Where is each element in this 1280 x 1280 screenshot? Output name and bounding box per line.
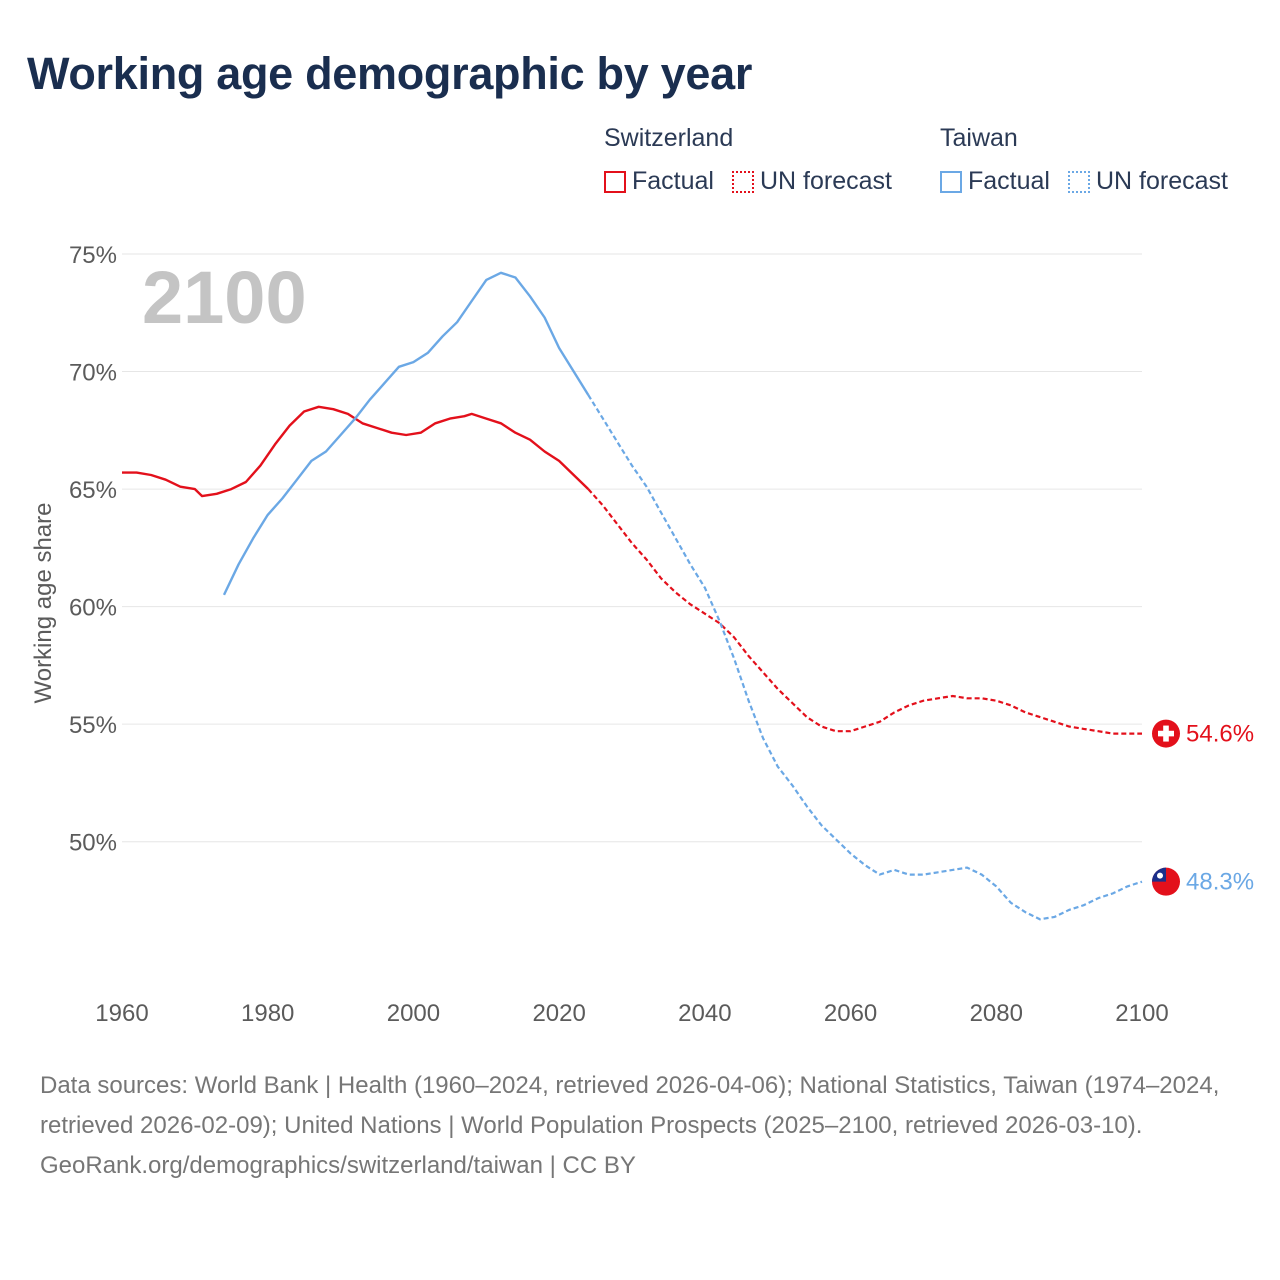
solid-swatch-icon [940,170,962,193]
legend-switzerland-factual[interactable]: Factual [604,167,714,196]
legend-switzerland-factual-label: Factual [632,167,714,195]
year-label: 2100 [142,256,307,339]
x-tick-label: 2100 [1115,1000,1168,1027]
legend-taiwan-factual[interactable]: Factual [940,167,1050,196]
credit-link[interactable]: GeoRank.org/demographics/switzerland/tai… [40,1152,636,1179]
x-tick-label: 2060 [824,1000,877,1027]
dotted-swatch-icon [731,170,754,193]
dotted-swatch-icon [1067,170,1090,193]
y-tick-label: 55% [69,712,117,739]
y-tick-label: 65% [69,477,117,504]
legend-switzerland-forecast-label: UN forecast [759,167,892,195]
x-tick-label: 1980 [241,1000,294,1027]
x-tick-label: 2020 [532,1000,585,1027]
x-tick-label: 1960 [95,1000,148,1027]
x-tick-label: 2040 [678,1000,731,1027]
data-sources: Data sources: World Bank | Health (1960–… [40,1072,1220,1139]
switzerland-end-label: 54.6% [1186,721,1254,748]
x-tick-label: 2080 [970,1000,1023,1027]
y-tick-label: 60% [69,595,117,622]
switzerland-forecast-line[interactable] [587,488,1142,735]
line-chart: 2100 Working age share 75% 70% 65% 60% 55% 50… [30,242,1254,1027]
legend-taiwan-forecast[interactable]: UN forecast [1067,167,1228,196]
footer: Data sources: World Bank | Health (1960–… [40,1066,1245,1186]
taiwan-forecast-line[interactable] [587,394,1143,921]
legend-taiwan: Taiwan Factual UN forecast [940,124,1246,196]
y-tick-label: 75% [69,242,117,269]
y-axis-title: Working age share [30,503,57,704]
taiwan-flag-icon [1152,867,1180,896]
taiwan-factual-line[interactable] [222,271,590,596]
y-tick-label: 50% [69,830,117,857]
taiwan-end-label: 48.3% [1186,869,1254,896]
solid-swatch-icon [604,170,626,193]
legend-switzerland: Switzerland Factual UN forecast [604,124,910,196]
legend-taiwan-factual-label: Factual [968,167,1050,195]
chart-title: Working age demographic by year [27,48,753,99]
x-tick-label: 2000 [387,1000,440,1027]
legend-taiwan-title: Taiwan [940,124,1018,152]
legend-taiwan-forecast-label: UN forecast [1095,167,1228,195]
swiss-flag-icon [1152,719,1180,748]
y-tick-label: 70% [69,360,117,387]
legend-switzerland-forecast[interactable]: UN forecast [731,167,892,196]
legend-switzerland-title: Switzerland [604,124,734,152]
